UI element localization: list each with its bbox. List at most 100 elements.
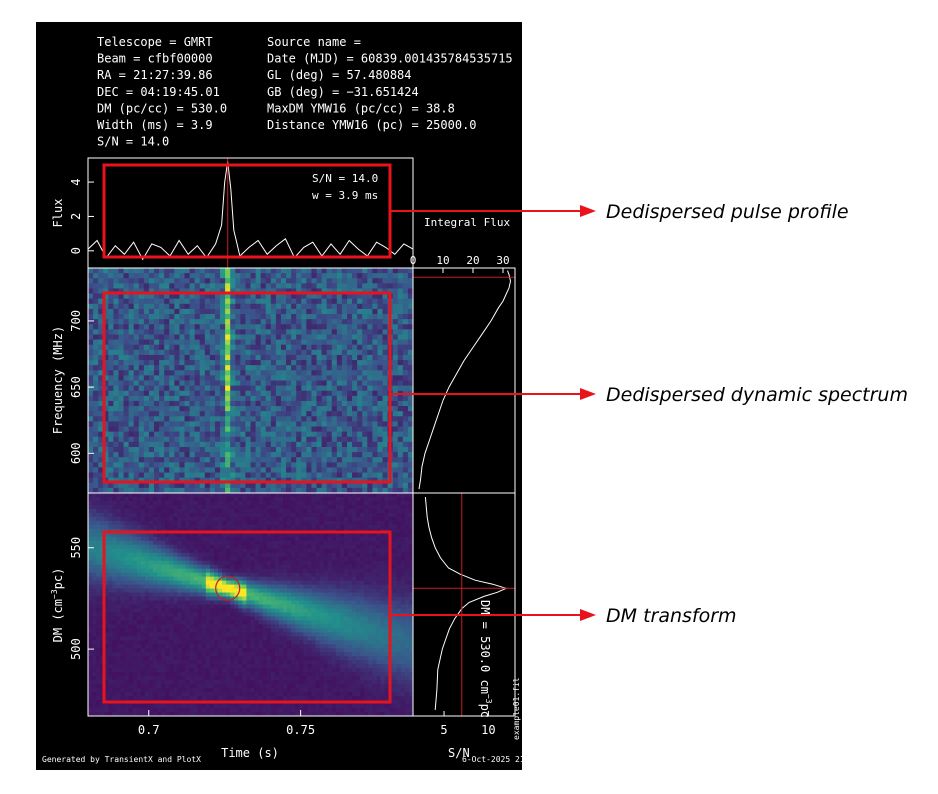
dm-transform-cell <box>193 540 199 546</box>
dm-transform-cell <box>258 496 264 502</box>
dm-transform-cell <box>242 548 247 554</box>
spectrum-cell <box>240 390 246 397</box>
spectrum-cell <box>306 370 312 376</box>
dm-transform-cell <box>189 504 195 510</box>
dm-transform-cell <box>283 564 288 570</box>
dm-transform-cell <box>408 592 414 597</box>
dm-transform-cell <box>136 508 142 514</box>
dm-transform-cell <box>258 536 264 542</box>
dm-transform-cell <box>295 564 300 570</box>
spectrum-cell <box>174 349 180 356</box>
spectrum-cell <box>225 303 231 310</box>
spectrum-cell <box>352 406 358 412</box>
dm-transform-cell <box>124 532 130 538</box>
spectrum-cell <box>143 446 150 453</box>
spectrum-cell <box>148 375 155 381</box>
spectrum-cell <box>250 339 256 346</box>
dm-transform-cell <box>230 500 235 506</box>
dm-transform-cell <box>335 524 341 530</box>
spectrum-cell <box>209 278 216 284</box>
dm-transform-cell <box>372 584 377 589</box>
spectrum-cell <box>204 472 211 479</box>
spectrum-cell <box>204 278 211 284</box>
spectrum-cell <box>382 411 389 417</box>
dm-transform-cell <box>104 572 109 578</box>
spectrum-cell <box>265 349 272 356</box>
dm-transform-cell <box>408 596 414 601</box>
dm-transform-cell <box>148 568 154 574</box>
spectrum-cell <box>113 431 119 438</box>
spectrum-cell <box>286 452 292 458</box>
dm-transform-cell <box>234 516 239 522</box>
spectrum-cell <box>174 308 180 315</box>
dm-transform-cell <box>319 572 325 578</box>
spectrum-cell <box>402 370 409 376</box>
spectrum-cell <box>346 482 353 489</box>
dm-transform-cell <box>201 540 207 546</box>
spectrum-cell <box>93 339 99 346</box>
spectrum-cell <box>377 334 383 340</box>
spectrum-cell <box>255 411 262 417</box>
dm-transform-cell <box>242 576 247 582</box>
dm-transform-cell <box>226 552 231 558</box>
dm-transform-cell <box>283 592 288 597</box>
dm-transform-cell <box>201 508 207 514</box>
dm-transform-cell <box>181 572 186 578</box>
dm-transform-cell <box>108 596 113 601</box>
dm-transform-cell <box>132 576 138 582</box>
spectrum-cell <box>184 390 190 397</box>
spectrum-cell <box>148 426 155 433</box>
dm-transform-cell <box>144 596 150 601</box>
dm-transform-cell <box>291 592 296 597</box>
spectrum-cell <box>108 298 114 305</box>
dm-transform-cell <box>169 532 174 538</box>
spectrum-cell <box>306 487 312 494</box>
spectrum-cell <box>250 314 256 320</box>
dm-transform-cell <box>144 493 150 498</box>
dm-transform-cell <box>368 544 373 550</box>
dm-transform-cell <box>376 592 381 597</box>
dm-transform-cell <box>250 524 255 530</box>
spectrum-cell <box>341 452 348 458</box>
dm-transform-cell <box>295 572 300 578</box>
spectrum-cell <box>108 482 114 489</box>
spectrum-cell <box>402 411 409 417</box>
spectrum-cell <box>402 472 409 479</box>
spectrum-cell <box>194 477 201 484</box>
spectrum-cell <box>326 467 333 473</box>
spectrum-cell <box>133 472 140 479</box>
dm-transform-cell <box>356 552 361 558</box>
dm-transform-cell <box>331 520 337 526</box>
spectrum-cell <box>326 431 333 438</box>
spectrum-cell <box>245 441 251 448</box>
spectrum-cell <box>270 472 277 479</box>
spectrum-cell <box>377 324 383 330</box>
dm-transform-cell <box>242 520 247 526</box>
dm-transform-cell <box>193 496 199 502</box>
spectrum-cell <box>204 411 211 417</box>
dm-transform-cell <box>323 588 329 593</box>
dm-transform-cell <box>299 504 304 510</box>
spectrum-cell <box>240 472 246 479</box>
spectrum-cell <box>367 400 373 407</box>
spectrum-cell <box>331 334 338 340</box>
spectrum-cell <box>138 360 145 366</box>
dm-transform-cell <box>120 524 125 530</box>
dm-transform-cell <box>209 512 215 518</box>
dm-transform-cell <box>408 504 414 510</box>
dm-transform-cell <box>128 520 134 526</box>
spectrum-cell <box>336 298 343 305</box>
spectrum-cell <box>98 339 104 346</box>
dm-transform-cell <box>343 512 349 518</box>
spectrum-cell <box>133 462 140 468</box>
spectrum-cell <box>199 324 206 330</box>
spectrum-cell <box>346 416 353 422</box>
dm-transform-cell <box>307 564 312 570</box>
spectrum-cell <box>230 334 236 340</box>
dm-transform-cell <box>376 568 381 574</box>
spectrum-cell <box>103 273 109 279</box>
dm-transform-cell <box>185 556 190 562</box>
dm-transform-cell <box>303 536 308 542</box>
dm-transform-cell <box>132 596 138 601</box>
spectrum-cell <box>189 334 196 340</box>
